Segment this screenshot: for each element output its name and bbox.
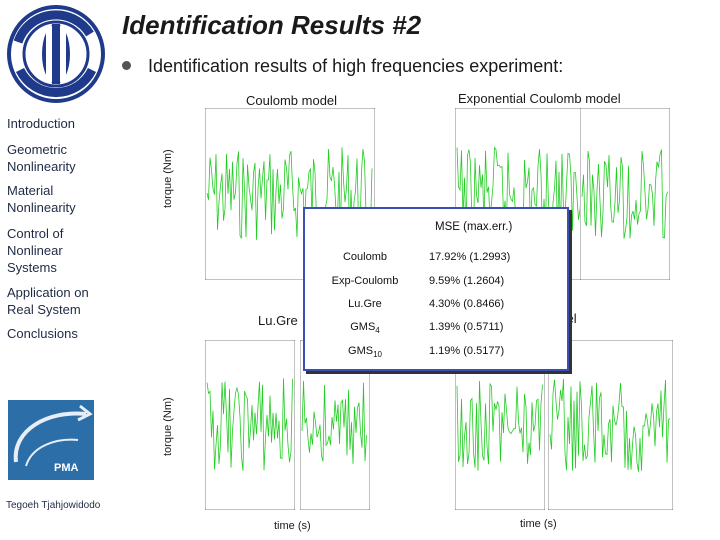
model-name: GMS4 (350, 321, 380, 336)
plot-label-coulomb: Coulomb model (246, 93, 338, 108)
sidebar-item-label: Geometric Nonlinearity (7, 142, 76, 174)
plot-lugre-left (205, 340, 295, 510)
model-name: GMS10 (348, 345, 382, 360)
mse-value: 1.39% (0.5711) (429, 321, 504, 333)
plot-exp-coulomb-right (580, 108, 670, 280)
x-axis-label-left: time (s) (274, 520, 311, 532)
signal-trace (301, 380, 367, 464)
sidebar-item-label: Introduction (7, 116, 75, 131)
sidebar-item-conclusions[interactable]: Conclusions (7, 325, 78, 342)
mse-table-header: MSE (max.err.) (435, 221, 513, 233)
y-axis-label-top: torque (Nm) (162, 149, 174, 208)
signal-trace (206, 147, 373, 241)
sidebar-item-material-nonlinearity[interactable]: Material Nonlinearity (7, 182, 76, 216)
sidebar-item-control-nonlinear[interactable]: Control of Nonlinear Systems (7, 225, 63, 276)
mse-value: 4.30% (0.8466) (429, 298, 505, 310)
plot-label-exp-coulomb: Exponential Coulomb model (458, 91, 621, 106)
bullet-icon (122, 61, 131, 70)
swirl-arrow-icon (13, 404, 93, 467)
signal-trace (206, 378, 293, 471)
mse-table: MSE (max.err.) Coulomb 17.92% (1.2993) E… (303, 207, 569, 371)
sidebar-item-application[interactable]: Application on Real System (7, 284, 89, 318)
plot-label-lugre: Lu.Gre (258, 313, 298, 328)
mse-value: 9.59% (1.2604) (429, 275, 505, 287)
x-axis-label-right: time (s) (520, 518, 557, 530)
signal-trace (549, 378, 671, 472)
model-name: Exp-Coulomb (331, 275, 399, 287)
sidebar-item-introduction[interactable]: Introduction (7, 115, 75, 132)
sidebar-item-label: Application on Real System (7, 285, 89, 317)
slide-subtitle: Identification results of high frequenci… (148, 56, 564, 76)
pma-badge: PMA (8, 400, 94, 480)
author-name: Tegoeh Tjahjowidodo (6, 500, 101, 511)
model-name: Coulomb (342, 251, 388, 263)
pma-label: PMA (54, 462, 79, 474)
gear-logo-icon (7, 5, 105, 103)
sidebar-item-geometric-nonlinearity[interactable]: Geometric Nonlinearity (7, 141, 76, 175)
sidebar-item-label: Control of Nonlinear Systems (7, 226, 64, 275)
mse-value: 1.19% (0.5177) (429, 345, 505, 357)
sidebar-item-label: Conclusions (7, 326, 78, 341)
model-name: Lu.Gre (348, 298, 382, 310)
signal-trace (581, 149, 668, 239)
slide-title: Identification Results #2 (122, 10, 422, 40)
signal-trace (456, 380, 543, 471)
mse-value: 17.92% (1.2993) (429, 251, 511, 263)
sidebar-item-label: Material Nonlinearity (7, 183, 76, 215)
y-axis-label-bottom: torque (Nm) (162, 397, 174, 456)
